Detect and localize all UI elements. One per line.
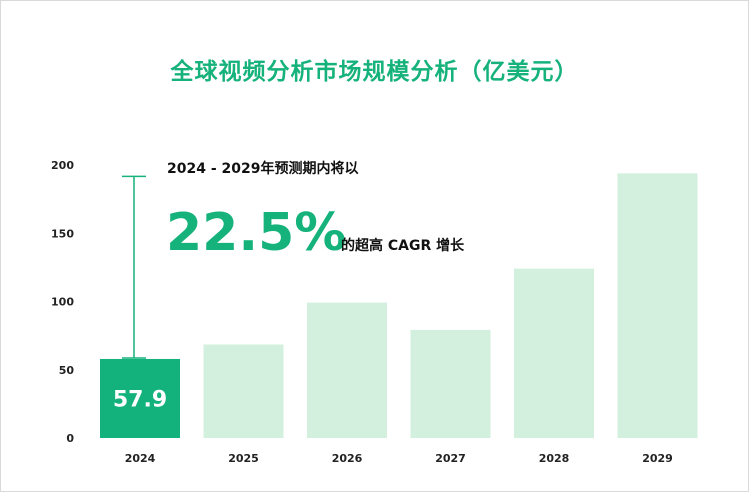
cagr-lead-text: 2024 - 2029年预测期内将以 — [167, 160, 359, 177]
x-tick-label: 2028 — [539, 452, 570, 465]
cagr-value: 22.5% — [166, 203, 346, 263]
y-tick-label: 50 — [59, 364, 75, 377]
y-axis: 0 50 100 150 200 — [51, 159, 74, 445]
y-tick-label: 0 — [66, 432, 74, 445]
x-tick-label: 2026 — [332, 452, 363, 465]
y-tick-label: 150 — [51, 227, 74, 240]
x-tick-label: 2027 — [435, 452, 466, 465]
bar-value-label: 57.9 — [113, 387, 167, 412]
bar-2024 — [100, 358, 180, 438]
chart-title: 全球视频分析市场规模分析（亿美元） — [170, 59, 579, 85]
cagr-annotation: 2024 - 2029年预测期内将以 22.5% 的超高 CAGR 增长 — [122, 160, 465, 359]
bar-2029 — [617, 173, 698, 438]
y-tick-label: 100 — [51, 296, 74, 309]
bar-2025 — [203, 344, 284, 438]
bar-2028 — [514, 268, 594, 438]
cagr-tail-text: 的超高 CAGR 增长 — [341, 237, 465, 254]
x-tick-label: 2029 — [642, 452, 673, 465]
x-tick-label: 2025 — [228, 452, 259, 465]
y-tick-label: 200 — [51, 159, 74, 172]
x-tick-label: 2024 — [125, 452, 156, 465]
bar-2026 — [307, 302, 387, 438]
x-axis: 2024 2025 2026 2027 2028 2029 — [125, 452, 673, 465]
bar-2027 — [410, 329, 491, 438]
bars-group: 57.9 — [100, 173, 698, 438]
